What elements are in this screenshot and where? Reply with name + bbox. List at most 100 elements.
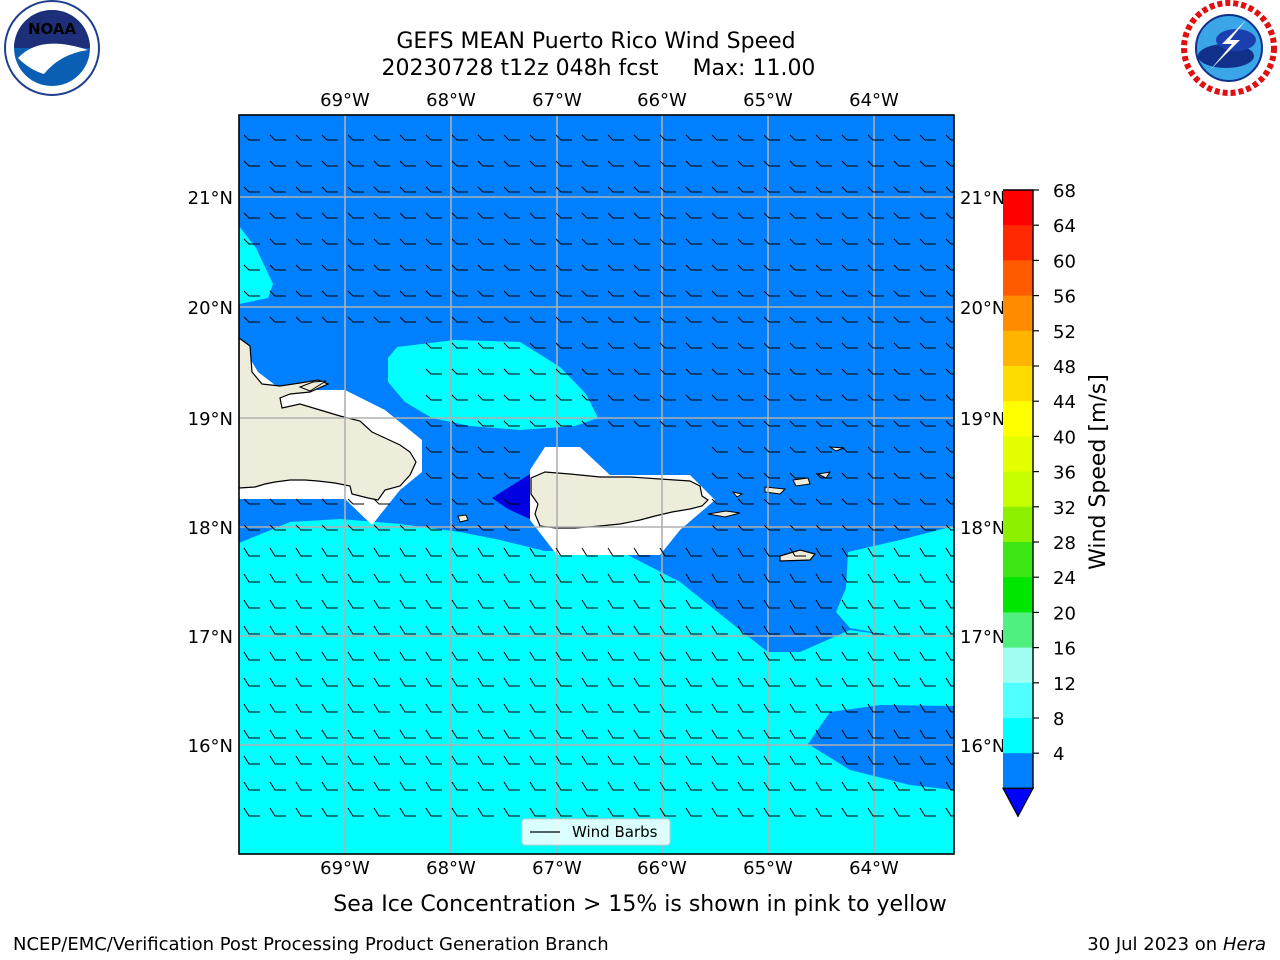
wind-barb-icon xyxy=(893,368,910,375)
wind-barb-icon xyxy=(919,160,936,167)
wind-barb-icon xyxy=(607,755,624,765)
wind-barb-icon xyxy=(555,212,572,219)
wind-barb-icon xyxy=(633,807,650,817)
wind-barb-icon xyxy=(529,625,546,635)
wind-barb-icon xyxy=(711,368,728,375)
wind-barb-icon xyxy=(945,446,954,453)
wind-barb-icon xyxy=(321,498,338,505)
wind-barb-icon xyxy=(737,290,754,297)
wind-barb-icon xyxy=(451,677,468,687)
wind-barb-icon xyxy=(763,651,780,661)
wind-barb-icon xyxy=(711,651,728,661)
wind-barb-icon xyxy=(425,316,442,323)
wind-barb-icon xyxy=(451,755,468,765)
wind-barb-icon xyxy=(945,703,954,713)
wind-barb-icon xyxy=(867,729,884,739)
wind-barb-icon xyxy=(451,807,468,817)
wind-barb-icon xyxy=(451,368,468,375)
wind-barb-icon xyxy=(867,446,884,453)
wind-barb-icon xyxy=(243,807,260,817)
wind-barb-icon xyxy=(919,212,936,219)
map-plot-area xyxy=(239,115,954,854)
wind-barb-icon xyxy=(893,677,910,687)
wind-barb-icon xyxy=(425,238,442,245)
wind-barb-icon xyxy=(373,498,390,505)
colorbar-segment xyxy=(1003,718,1033,754)
wind-barb-icon xyxy=(607,807,624,817)
wind-barb-icon xyxy=(529,420,546,427)
wind-barb-icon xyxy=(503,573,520,583)
wind-barb-icon xyxy=(607,599,624,609)
wind-barb-icon xyxy=(425,755,442,765)
wind-barb-icon xyxy=(529,160,546,167)
wind-barb-icon xyxy=(685,573,702,583)
wind-barb-icon xyxy=(477,394,494,401)
wind-barb-icon xyxy=(763,807,780,817)
wind-barb-icon xyxy=(737,651,754,661)
wind-barb-icon xyxy=(425,290,442,297)
wind-barb-icon xyxy=(503,677,520,687)
wind-barb-icon xyxy=(633,264,650,271)
wind-barb-icon xyxy=(841,625,858,635)
wind-barb-icon xyxy=(685,186,702,193)
wind-barb-icon xyxy=(867,316,884,323)
wind-barb-icon xyxy=(425,729,442,739)
wind-barb-icon xyxy=(737,368,754,375)
wind-barb-icon xyxy=(607,212,624,219)
wind-barb-icon xyxy=(503,651,520,661)
wind-barb-icon xyxy=(633,625,650,635)
wind-barb-icon xyxy=(711,290,728,297)
wind-barb-icon xyxy=(737,394,754,401)
colorbar-segment xyxy=(1003,506,1033,543)
wind-barb-icon xyxy=(399,160,416,167)
wind-barb-icon xyxy=(581,703,598,713)
wind-barb-icon xyxy=(685,420,702,427)
wind-barb-icon xyxy=(347,573,364,583)
wind-barb-icon xyxy=(893,625,910,635)
wind-barb-icon xyxy=(789,212,806,219)
wind-barb-icon xyxy=(841,134,858,141)
wind-barb-icon xyxy=(477,264,494,271)
colorbar-segment xyxy=(1003,612,1033,649)
wind-barb-icon xyxy=(659,651,676,661)
wind-barb-icon xyxy=(607,573,624,583)
wind-barb-icon xyxy=(477,651,494,661)
wind-barb-icon xyxy=(477,625,494,635)
wind-barb-icon xyxy=(295,599,312,609)
wind-barb-icon xyxy=(529,186,546,193)
wind-barb-icon xyxy=(295,186,312,193)
wind-barb-icon xyxy=(529,264,546,271)
wind-barb-icon xyxy=(295,290,312,297)
wind-barb-icon xyxy=(737,238,754,245)
wind-barb-icon xyxy=(269,807,286,817)
wind-barb-icon xyxy=(607,547,624,557)
wind-barb-icon xyxy=(295,573,312,583)
wind-barb-icon xyxy=(815,524,832,531)
wind-barb-icon xyxy=(737,264,754,271)
wind-barb-icon xyxy=(607,368,624,375)
wind-barb-icon xyxy=(373,186,390,193)
wind-barb-icon xyxy=(581,342,598,349)
wind-barb-icon xyxy=(893,573,910,583)
wind-barb-icon xyxy=(243,290,260,297)
wind-barb-icon xyxy=(477,498,494,505)
wind-barb-icon xyxy=(789,524,806,531)
wind-barb-icon xyxy=(243,212,260,219)
wind-barb-icon xyxy=(659,160,676,167)
wind-barb-icon xyxy=(659,677,676,687)
wind-barb-icon xyxy=(893,420,910,427)
wind-barb-icon xyxy=(945,677,954,687)
wind-barb-icon xyxy=(685,625,702,635)
wind-barb-icon xyxy=(815,368,832,375)
wind-barb-icon xyxy=(919,394,936,401)
wind-barb-icon xyxy=(399,134,416,141)
wind-barb-icon xyxy=(451,524,468,531)
wind-barb-icon xyxy=(503,498,520,505)
wind-barb-icon xyxy=(269,238,286,245)
tortola-island xyxy=(792,477,811,487)
wind-barb-icon xyxy=(347,807,364,817)
lat-label-right: 20°N xyxy=(960,298,1005,319)
wind-barb-icon xyxy=(867,703,884,713)
wind-barb-icon xyxy=(867,781,884,791)
wind-barb-icon xyxy=(789,238,806,245)
